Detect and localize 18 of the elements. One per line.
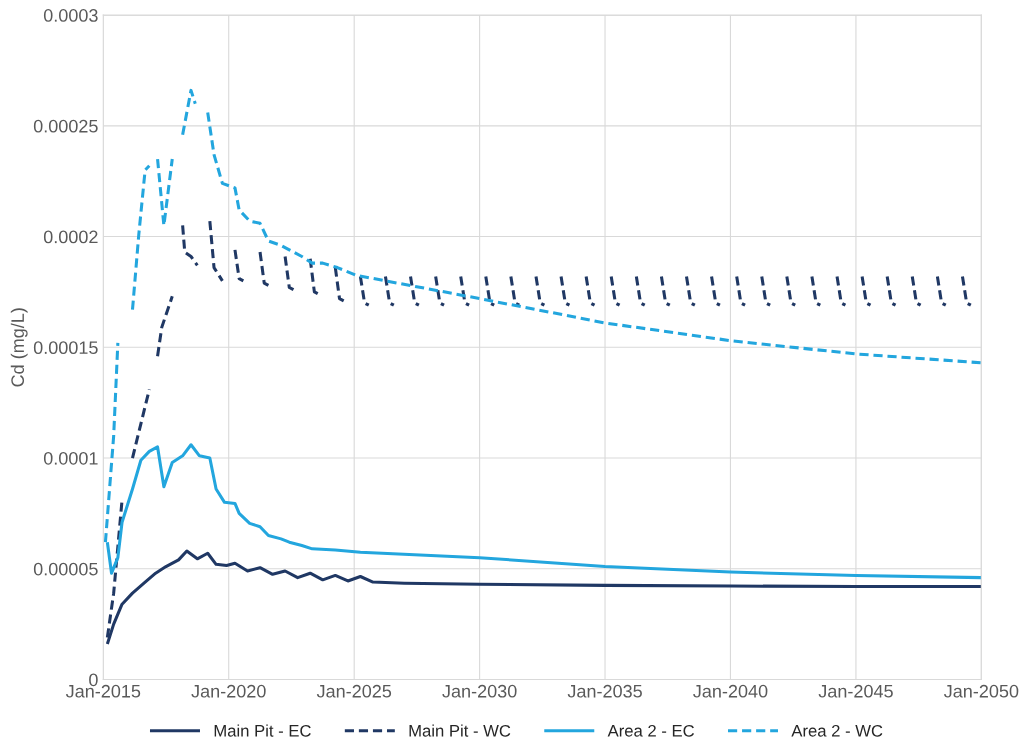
x-tick-label: Jan-2035: [567, 684, 642, 698]
x-tick-label: Jan-2030: [442, 684, 517, 698]
y-tick-label: 0.0003: [43, 9, 98, 22]
y-tick-label: 0.0001: [43, 451, 98, 465]
x-tick-label: Jan-2040: [693, 684, 768, 698]
x-tick-label: Jan-2025: [316, 684, 392, 698]
x-tick-label: Jan-2050: [943, 684, 1019, 698]
y-tick-label: 0.0002: [43, 230, 98, 244]
legend-label: Main Pit - EC: [214, 724, 311, 737]
legend-label: Area 2 - WC: [791, 724, 883, 737]
legend-label: Area 2 - EC: [607, 724, 695, 737]
x-tick-label: Jan-2045: [818, 684, 893, 698]
y-tick-label: 0.00015: [33, 341, 98, 355]
y-tick-label: 0.00005: [33, 562, 98, 576]
y-tick-label: 0.00025: [33, 119, 98, 133]
x-tick-label: Jan-2020: [191, 684, 266, 698]
legend-label: Main Pit - WC: [409, 724, 511, 737]
y-axis-title: Cd (mg/L): [10, 308, 28, 387]
